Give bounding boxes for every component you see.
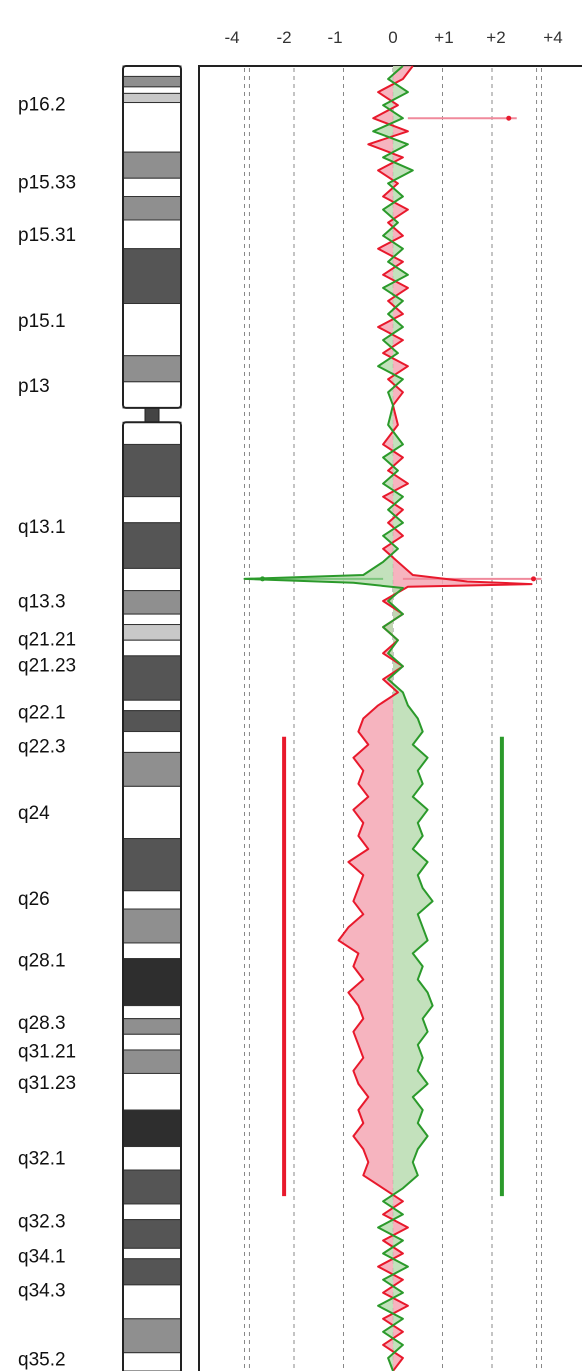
- plot-area: [198, 65, 582, 1371]
- band-label: q32.3: [18, 1211, 66, 1232]
- ideogram-band: [122, 958, 182, 1007]
- band-label: q31.21: [18, 1042, 76, 1063]
- x-tick-label: 0: [388, 28, 397, 47]
- x-tick-label: +2: [486, 28, 505, 47]
- x-tick-label: -1: [327, 28, 342, 47]
- ideogram-band: [122, 303, 182, 357]
- ideogram-band: [122, 699, 182, 712]
- ideogram-band: [122, 1169, 182, 1205]
- ideogram-band: [122, 177, 182, 197]
- band-label: q34.3: [18, 1281, 66, 1302]
- band-label: q26: [18, 889, 50, 910]
- ideogram-band: [122, 65, 182, 77]
- ideogram-band: [122, 1318, 182, 1354]
- ideogram-band: [122, 639, 182, 657]
- ideogram-band: [122, 1258, 182, 1286]
- ideogram-band: [122, 1219, 182, 1249]
- ideogram-band: [122, 248, 182, 305]
- ideogram-band: [122, 1146, 182, 1171]
- ideogram-band: [122, 421, 182, 445]
- ideogram-band: [122, 908, 182, 944]
- chromosome-ideogram: [122, 65, 182, 1371]
- ideogram-band: [122, 1284, 182, 1320]
- x-tick-label: -4: [224, 28, 239, 47]
- series-line: [243, 65, 434, 1371]
- ideogram-band: [122, 219, 182, 250]
- ideogram-band: [122, 496, 182, 524]
- series-line: [337, 65, 533, 1371]
- band-label: q21.23: [18, 655, 76, 676]
- band-label: q28.1: [18, 950, 66, 971]
- band-label: q32.1: [18, 1149, 66, 1170]
- band-label: q35.2: [18, 1350, 66, 1371]
- x-tick-labels: -4 -2 -1 0 +1 +2 +4: [224, 28, 562, 47]
- ideogram-band: [122, 942, 182, 960]
- p-arm-outline: [122, 65, 182, 409]
- band-label: q28.3: [18, 1013, 66, 1034]
- q-arm-outline: [122, 421, 182, 1371]
- ideogram-band: [122, 1033, 182, 1051]
- ideogram-band: [122, 443, 182, 498]
- band-label: p16.2: [18, 94, 66, 115]
- ideogram-band: [122, 590, 182, 615]
- band-label: q13.1: [18, 517, 66, 538]
- ideogram-band: [122, 731, 182, 753]
- band-label: p15.31: [18, 225, 76, 246]
- ideogram-band: [122, 838, 182, 892]
- x-tick-label: +4: [543, 28, 562, 47]
- series-area: [338, 66, 532, 1371]
- centromere: [144, 407, 160, 423]
- band-label: q13.3: [18, 591, 66, 612]
- ideogram-band: [122, 1247, 182, 1260]
- ideogram-band: [122, 1005, 182, 1020]
- ideogram-band: [122, 751, 182, 787]
- band-labels: p16.2 p15.33 p15.31 p15.1 p13 q13.1 q13.3 q21.2…: [18, 94, 76, 1370]
- ideogram-band: [122, 567, 182, 592]
- ideogram-band: [122, 785, 182, 840]
- x-tick-label: +1: [434, 28, 453, 47]
- outlier-point: [506, 115, 512, 121]
- ideogram-band: [122, 613, 182, 626]
- band-label: p15.1: [18, 311, 66, 332]
- ideogram-band: [122, 151, 182, 179]
- band-label: p13: [18, 376, 50, 397]
- ideogram-band: [122, 710, 182, 733]
- ideogram-band: [122, 1018, 182, 1035]
- ideogram-band: [122, 1352, 182, 1371]
- outlier-point: [531, 576, 536, 582]
- ideogram-band: [122, 355, 182, 383]
- ideogram-band: [122, 624, 182, 641]
- ideogram-band: [122, 86, 182, 94]
- band-label: q24: [18, 803, 50, 824]
- band-label: q31.23: [18, 1073, 76, 1094]
- ideogram-band: [122, 75, 182, 88]
- x-tick-label: -2: [276, 28, 291, 47]
- ideogram-band: [122, 196, 182, 221]
- band-label: q22.1: [18, 702, 66, 723]
- band-label: q22.3: [18, 736, 66, 757]
- series-area: [244, 66, 433, 1371]
- band-label: q21.21: [18, 629, 76, 650]
- band-label: q34.1: [18, 1247, 66, 1268]
- ideogram-band: [122, 1049, 182, 1074]
- ideogram-band: [122, 890, 182, 910]
- ideogram-band: [122, 1203, 182, 1221]
- ideogram-band: [122, 1109, 182, 1148]
- ideogram-band: [122, 381, 182, 409]
- ideogram-band: [122, 655, 182, 701]
- ideogram-band: [122, 1072, 182, 1111]
- band-label: p15.33: [18, 173, 76, 194]
- ideogram-band: [122, 92, 182, 104]
- ideogram-band: [122, 522, 182, 569]
- ideogram-band: [122, 102, 182, 153]
